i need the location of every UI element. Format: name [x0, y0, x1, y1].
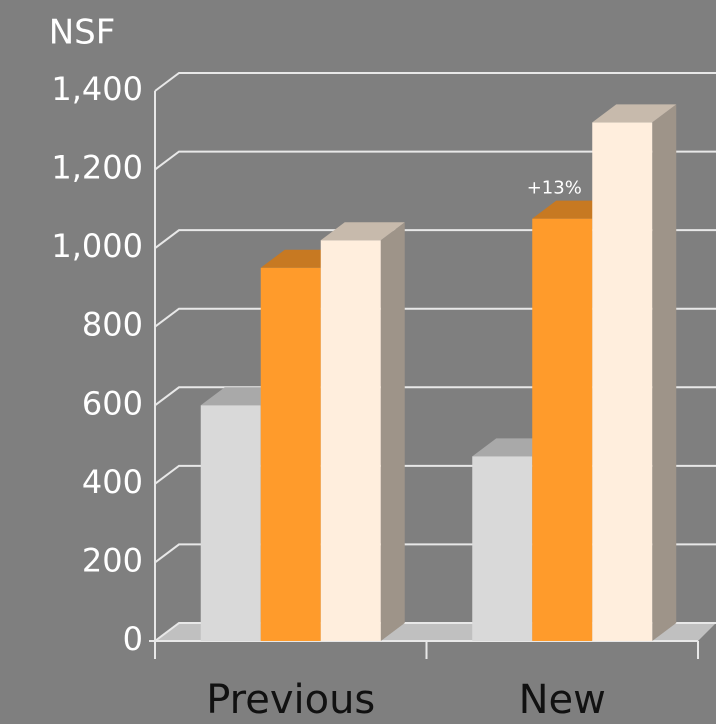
bar — [320, 240, 381, 642]
y-tick-label: 400 — [82, 463, 143, 501]
bar — [472, 456, 533, 641]
x-tick-label: New — [519, 677, 606, 723]
bar-side — [380, 222, 405, 642]
bar-top — [592, 104, 677, 123]
grid-line — [154, 72, 716, 92]
grid-line — [154, 150, 716, 171]
bar — [200, 405, 261, 641]
bar — [592, 122, 653, 641]
x-tick-label: Previous — [206, 677, 375, 723]
bar-side — [652, 104, 677, 641]
bar — [260, 267, 321, 641]
y-axis-label: NSF — [49, 13, 116, 53]
y-tick-label: 1,000 — [51, 227, 143, 265]
y-tick-label: 600 — [82, 384, 143, 422]
y-tick-label: 1,400 — [51, 70, 143, 108]
y-tick-label: 200 — [82, 541, 143, 579]
annotation: +13% — [527, 178, 582, 199]
bar-top — [320, 222, 405, 241]
y-tick-label: 0 — [123, 620, 143, 658]
y-tick-label: 1,200 — [51, 149, 143, 187]
y-tick-label: 800 — [82, 306, 143, 344]
bar — [532, 218, 593, 641]
